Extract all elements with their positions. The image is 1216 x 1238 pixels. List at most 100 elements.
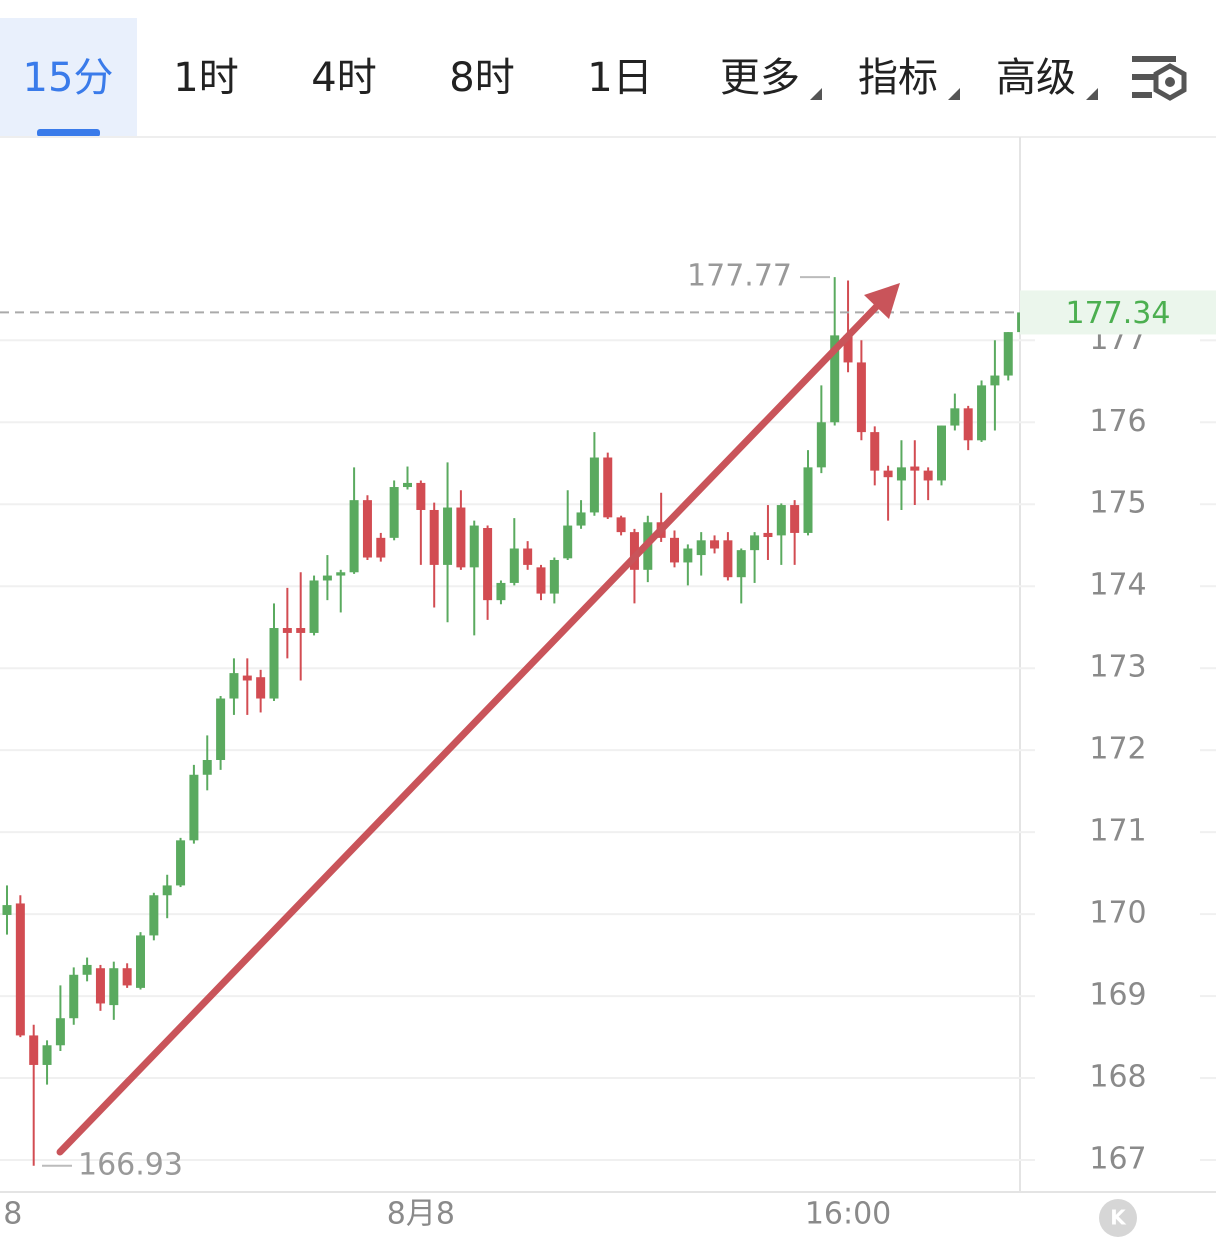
last-price-tag — [1020, 290, 1216, 335]
candle-body — [69, 974, 79, 1019]
candle-body — [603, 457, 613, 518]
candle-body — [189, 774, 199, 841]
candle-body — [856, 362, 866, 433]
tab[interactable]: 高级 — [996, 55, 1076, 101]
candle-body — [269, 628, 279, 699]
candle-body — [416, 482, 426, 510]
candle-body — [256, 677, 266, 699]
candle-body — [763, 532, 773, 538]
tab[interactable]: 4时 — [311, 55, 376, 101]
candle-body — [816, 422, 826, 468]
candle-body — [803, 467, 813, 533]
trend-arrow — [56, 283, 900, 1156]
candle-body — [82, 964, 92, 975]
candle-body — [977, 385, 987, 441]
candle-body — [589, 457, 599, 513]
candle-body — [870, 432, 880, 471]
tab[interactable]: 1日 — [587, 55, 652, 101]
tab[interactable]: 1时 — [173, 55, 238, 101]
x-tick-label: 8月8 — [0, 1197, 22, 1232]
tab[interactable]: 更多 — [720, 55, 800, 101]
candle-body — [376, 537, 386, 558]
y-tick-label: 173 — [1089, 650, 1146, 685]
candle-body — [710, 540, 720, 549]
candle-body — [910, 466, 920, 471]
candle-body — [790, 505, 800, 533]
candle-body — [389, 487, 399, 538]
candle-body — [883, 470, 893, 478]
arrow-head — [864, 283, 900, 319]
candle-body — [683, 548, 693, 563]
candle-body — [242, 675, 252, 681]
candle-body — [216, 698, 226, 760]
icon-bar — [1132, 74, 1158, 80]
y-tick-label: 176 — [1089, 404, 1146, 439]
dropdown-caret — [1086, 88, 1098, 100]
y-tick-label: 167 — [1089, 1142, 1146, 1177]
tab[interactable]: 指标 — [858, 55, 938, 101]
candles — [2, 277, 1020, 1166]
candle-body — [349, 500, 359, 573]
low-label: 166.93 — [78, 1147, 183, 1182]
candle-body — [776, 505, 786, 536]
icon-hex — [1153, 63, 1187, 101]
candle-body — [469, 525, 479, 568]
k-icon[interactable] — [1099, 1199, 1137, 1237]
candle-body — [950, 408, 960, 426]
candle-body — [202, 759, 212, 775]
tab[interactable]: 8时 — [449, 55, 514, 101]
candle-body — [576, 512, 586, 526]
candle-body — [696, 540, 706, 556]
candle-body — [15, 903, 25, 1036]
x-tick-label: 16:00 — [805, 1197, 891, 1232]
candle-body — [496, 582, 506, 601]
candle-body — [830, 335, 840, 423]
candle-body — [309, 580, 319, 633]
settings-icon[interactable] — [1132, 56, 1187, 101]
x-tick-label: 8月8 — [387, 1197, 455, 1232]
tab[interactable]: 15分 — [23, 55, 114, 101]
candle-body — [322, 575, 332, 581]
candle-body — [282, 628, 292, 633]
candle-body — [162, 885, 172, 896]
high-label: 177.77 — [687, 259, 792, 294]
y-tick-label: 169 — [1089, 978, 1146, 1013]
candle-body — [29, 1035, 39, 1065]
candle-body — [923, 470, 933, 481]
candle-body — [483, 528, 493, 601]
y-tick-label: 174 — [1089, 568, 1146, 603]
candle-body — [1003, 332, 1013, 376]
candle-body — [750, 535, 760, 551]
y-tick-label: 175 — [1089, 486, 1146, 521]
candle-body — [296, 628, 306, 633]
candle-body — [336, 572, 346, 576]
y-tick-label: 172 — [1089, 732, 1146, 767]
active-tab-bg — [0, 18, 137, 137]
icon-bar — [1132, 92, 1152, 98]
candle-body — [670, 537, 679, 563]
candle-body — [736, 550, 746, 578]
y-tick-label: 170 — [1089, 896, 1146, 931]
dropdown-caret — [948, 88, 960, 100]
candle-body — [456, 507, 466, 568]
candle-body — [843, 335, 853, 363]
candle-body — [429, 509, 439, 565]
candle-body — [1017, 312, 1020, 333]
candle-body — [509, 548, 519, 583]
candle-body — [122, 968, 132, 986]
overlay: 177.34 177.77 166.93 — [0, 259, 1216, 1182]
candle-body — [443, 507, 453, 565]
candle-body — [136, 935, 145, 988]
grid: 1671681691701711721731741751761778月88月81… — [0, 322, 1216, 1232]
candle-body — [523, 548, 533, 565]
candle-body — [549, 559, 559, 594]
candle-body — [616, 517, 626, 533]
candle-body — [536, 567, 546, 594]
candle-body — [937, 425, 946, 481]
y-tick-label: 168 — [1089, 1060, 1146, 1095]
candle-body — [403, 482, 412, 488]
icon-dot — [1165, 77, 1175, 87]
last-price-label: 177.34 — [1066, 296, 1171, 331]
candle-body — [896, 467, 906, 481]
candle-body — [2, 905, 12, 915]
